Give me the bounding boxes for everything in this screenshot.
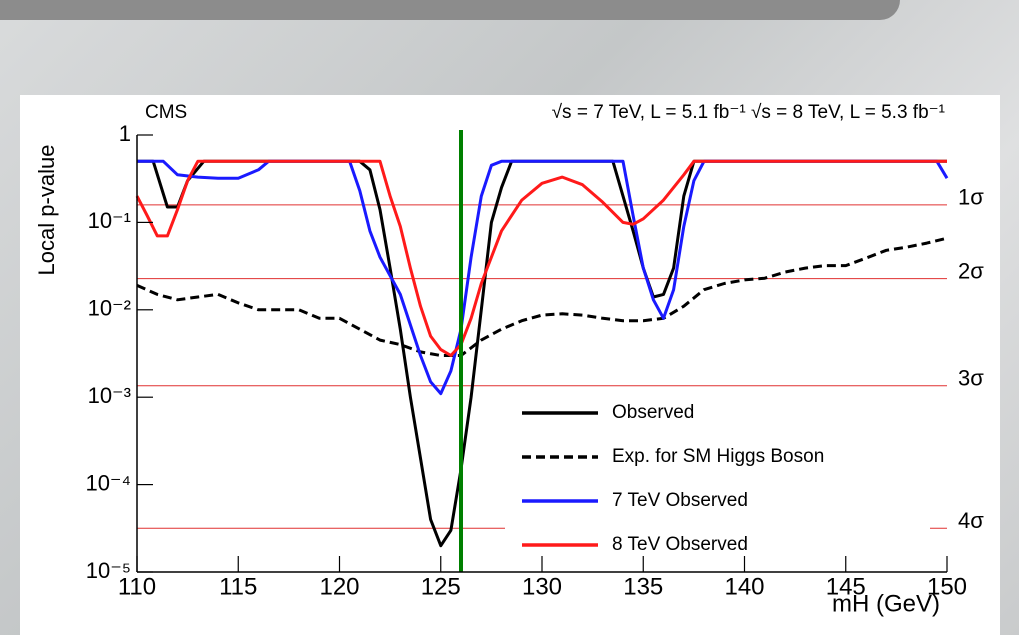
legend-label: 8 TeV Observed (612, 534, 748, 555)
series-line (136, 236, 948, 357)
legend-label: Exp. for SM Higgs Boson (612, 446, 824, 467)
x-tick-label: 150 (927, 573, 967, 600)
x-tick-label: 135 (623, 573, 663, 600)
header-left: CMS (145, 102, 187, 123)
reference-label: 1σ (958, 185, 984, 210)
x-tick-label: 125 (421, 573, 461, 600)
y-tick-label: 10⁻⁵ (86, 558, 131, 583)
x-tick-label: 130 (522, 573, 562, 600)
legend-label: 7 TeV Observed (612, 490, 748, 511)
x-tick-label: 145 (826, 573, 866, 600)
legend-background (505, 392, 930, 564)
legend-label: Observed (612, 402, 694, 423)
x-tick-label: 115 (219, 573, 257, 600)
x-tick-label: 140 (724, 573, 764, 600)
reference-label: 2σ (958, 258, 984, 283)
header-right: √s = 7 TeV, L = 5.1 fb⁻¹ √s = 8 TeV, L =… (552, 102, 945, 123)
y-tick-label: 10⁻³ (88, 383, 131, 408)
reference-label: 3σ (958, 366, 984, 391)
y-tick-label: 10⁻⁴ (85, 470, 131, 495)
x-axis-label: mH (GeV) (832, 590, 940, 617)
x-tick-label: 120 (319, 573, 359, 600)
y-tick-label: 1 (119, 121, 131, 146)
reference-label: 4σ (958, 508, 984, 533)
series-line (135, 159, 947, 357)
slide-top-bar (0, 0, 900, 20)
y-tick-label: 10⁻² (88, 296, 131, 321)
y-axis-label: Local p-value (34, 145, 59, 276)
x-tick-label: 110 (118, 573, 156, 600)
y-tick-label: 10⁻¹ (88, 208, 131, 233)
series-line (137, 159, 949, 396)
